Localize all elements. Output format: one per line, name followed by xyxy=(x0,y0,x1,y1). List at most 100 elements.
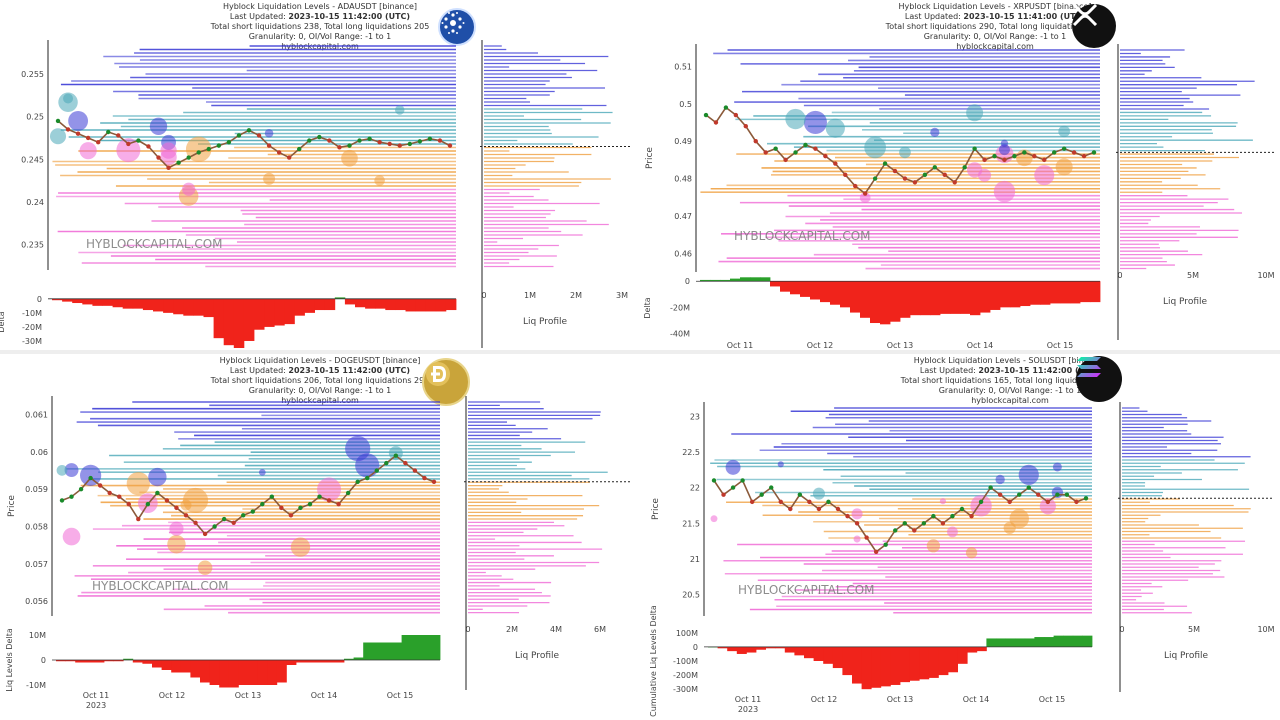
candle-marker xyxy=(317,494,322,499)
y-tick-label: 0.255 xyxy=(21,70,44,79)
liq-bubble xyxy=(160,142,177,159)
candle-marker xyxy=(241,513,246,518)
delta-bar xyxy=(209,660,220,685)
liq-bubble xyxy=(126,472,150,496)
candle-marker xyxy=(357,138,362,143)
watermark: HYBLOCKCAPITAL.COM xyxy=(734,229,871,243)
x-tick-label: Oct 11 xyxy=(83,691,110,700)
delta-bar xyxy=(75,660,86,663)
candle-marker xyxy=(759,492,764,497)
candle-marker xyxy=(902,176,908,181)
profile-tick-label: 2M xyxy=(570,291,582,300)
delta-bar xyxy=(890,281,901,322)
candle-marker xyxy=(1052,150,1057,155)
candle-marker xyxy=(69,494,74,499)
delta-tick-label: 0 xyxy=(37,295,42,304)
x-tick-label: Oct 14 xyxy=(963,695,990,704)
candle-marker xyxy=(912,528,917,533)
delta-bar xyxy=(948,646,958,673)
liquidation-chart: 0.061 0.06 0.059 0.058 0.057 0.056 Price HYBLOC… xyxy=(5,396,630,710)
candle-marker xyxy=(813,146,818,151)
delta-bar xyxy=(1040,281,1051,305)
delta-bar xyxy=(986,638,997,647)
delta-bar xyxy=(213,298,225,339)
delta-bar xyxy=(420,635,431,660)
candle-marker xyxy=(1026,485,1031,490)
totals-text: Total short liquidations 165, Total long… xyxy=(900,376,1120,385)
liq-bubble xyxy=(851,508,863,520)
candle-marker xyxy=(733,112,739,118)
delta-bar xyxy=(353,657,364,660)
delta-bar xyxy=(180,660,191,673)
delta-bar xyxy=(392,642,402,660)
candle-marker xyxy=(1091,150,1097,155)
delta-bar xyxy=(84,660,95,663)
candle-marker xyxy=(183,513,189,518)
delta-bar xyxy=(967,646,978,653)
delta-bar xyxy=(267,660,278,685)
candle-marker xyxy=(972,146,977,151)
granularity-text: Granularity: 0, OI/Vol Range: -1 to 1 xyxy=(938,386,1082,395)
delta-tick-label: -40M xyxy=(670,329,690,338)
delta-tick-label: 0 xyxy=(41,656,46,665)
delta-bar xyxy=(775,646,786,649)
profile-tick-label: 0 xyxy=(481,291,486,300)
y-tick-label: 0.5 xyxy=(679,100,692,109)
delta-bar xyxy=(190,660,201,678)
candle-marker xyxy=(1045,499,1051,505)
delta-bar xyxy=(800,281,811,297)
delta-tick-label: 100M xyxy=(676,629,698,638)
solana-icon xyxy=(1076,356,1122,402)
x-tick-label: Oct 11 xyxy=(727,341,754,350)
candle-marker xyxy=(1071,150,1077,155)
delta-bar xyxy=(1090,281,1101,303)
candle-marker xyxy=(106,129,111,135)
candle-marker xyxy=(1012,153,1017,159)
y-tick-label: 0.46 xyxy=(674,249,692,258)
x-tick-label: Oct 12 xyxy=(811,695,838,704)
candle-marker xyxy=(193,520,198,525)
y-tick-label: 0.24 xyxy=(26,198,44,207)
y-tick-label: 0.47 xyxy=(674,212,692,221)
delta-bar xyxy=(980,281,991,313)
liq-bubble xyxy=(1018,464,1039,485)
liq-bubble xyxy=(62,527,81,546)
candle-marker xyxy=(823,153,828,159)
y-tick-label: 0.235 xyxy=(21,240,44,249)
x-tick-label: Oct 13 xyxy=(887,341,914,350)
candle-marker xyxy=(873,549,879,554)
candle-marker xyxy=(997,492,1003,497)
candle-marker xyxy=(250,509,255,514)
liq-bubble xyxy=(388,446,403,461)
candle-marker xyxy=(833,161,838,166)
candle-marker xyxy=(743,124,748,129)
delta-bar xyxy=(257,660,268,685)
candle-marker xyxy=(126,141,131,147)
candle-marker xyxy=(136,516,141,522)
delta-bar xyxy=(750,277,761,282)
y-tick-label: 22.5 xyxy=(682,448,700,457)
candle-marker xyxy=(174,505,179,511)
candle-marker xyxy=(711,478,717,483)
candle-marker xyxy=(753,138,758,144)
delta-bar xyxy=(173,298,184,315)
liquidation-chart: 23 22.5 22 21.5 21 20.5 Price HYBLOCKCAPITAL.CO… xyxy=(649,402,1275,717)
chart-header: Hyblock Liquidation Levels - DOGEUSDT [b… xyxy=(150,356,490,406)
delta-bar xyxy=(294,298,305,316)
candle-marker xyxy=(298,505,303,511)
delta-tick-label: -100M xyxy=(673,657,698,666)
profile-tick-label: 4M xyxy=(550,625,562,634)
profile-tick-label: 2M xyxy=(506,625,518,634)
candle-marker xyxy=(206,146,211,152)
candle-marker xyxy=(164,498,170,503)
candle-marker xyxy=(892,168,898,174)
liq-bubble xyxy=(58,92,78,113)
candle-marker xyxy=(437,138,443,143)
liq-bubble xyxy=(79,142,97,160)
candle-marker xyxy=(327,138,332,143)
candle-marker xyxy=(269,494,275,499)
profile-axis-label: Liq Profile xyxy=(515,651,560,661)
candle-marker xyxy=(116,133,121,138)
delta-bar xyxy=(228,660,239,688)
candle-marker xyxy=(286,155,292,160)
